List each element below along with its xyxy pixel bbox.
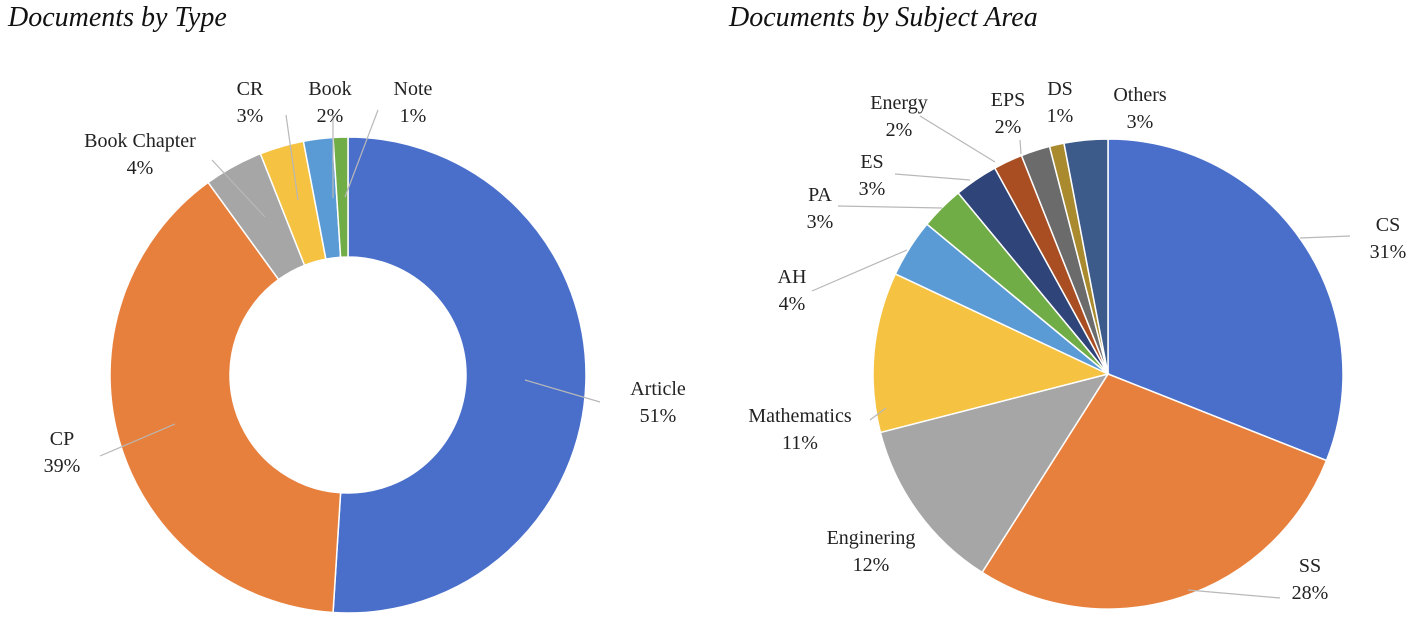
slice-label-book-chapter: Book Chapter [84, 130, 196, 152]
slice-value-energy: 2% [886, 119, 913, 141]
slice-label-cr: CR [237, 78, 264, 100]
leader-line-mathematics [869, 407, 887, 421]
slice-label-energy: Energy [870, 92, 927, 114]
slice-value-cr: 3% [237, 105, 264, 127]
slice-label-ah: AH [778, 266, 807, 288]
leader-line-cp [99, 423, 176, 457]
slice-label-ss: SS [1299, 555, 1321, 577]
leader-line-es [894, 173, 971, 181]
leader-line-cr [285, 114, 299, 201]
slice-ss [981, 373, 1328, 610]
leader-line-energy [919, 115, 996, 163]
slice-others [1063, 138, 1109, 375]
pie-chart-documents-by-subject-area: CS 31% SS 28% Enginering 12% Mathematics 11% AH 4… [748, 78, 1407, 610]
slice-value-book: 2% [317, 105, 344, 127]
slice-value-cs: 31% [1370, 241, 1407, 263]
slice-note [332, 136, 349, 259]
slice-label-pa: PA [808, 184, 832, 206]
slice-value-article: 51% [640, 405, 677, 427]
slice-value-book-chapter: 4% [127, 157, 154, 179]
leader-line-ah [811, 249, 908, 292]
chart-title-documents-by-subject-area: Documents by Subject Area [729, 2, 1038, 33]
slice-value-ds: 1% [1047, 105, 1074, 127]
slice-value-es: 3% [859, 178, 886, 200]
slice-cp [109, 181, 342, 614]
leader-line-note [344, 109, 379, 198]
slice-label-cp: CP [50, 428, 74, 450]
slice-cs [1107, 138, 1344, 462]
slice-label-ds: DS [1047, 78, 1073, 100]
slice-label-es: ES [860, 151, 883, 173]
donut-chart-documents-by-type: Article 51% CP 39% Book Chapter 4% CR 3% Book 2% N… [44, 78, 686, 614]
leader-line-pa [837, 205, 943, 209]
slice-article [332, 136, 587, 614]
slice-value-ss: 28% [1292, 582, 1329, 604]
leader-line-ss [1187, 589, 1281, 599]
leader-line-article [524, 379, 601, 403]
slice-label-article: Article [630, 378, 686, 400]
leader-line-cs [1299, 235, 1351, 239]
slice-label-others: Others [1113, 84, 1167, 106]
slice-value-mathematics: 11% [782, 432, 818, 454]
slice-value-note: 1% [400, 105, 427, 127]
slice-value-pa: 3% [807, 211, 834, 233]
leader-line-book-chapter [211, 159, 266, 218]
chart-title-documents-by-type: Documents by Type [8, 2, 227, 33]
slice-label-cs: CS [1376, 214, 1400, 236]
slice-label-mathematics: Mathematics [748, 405, 852, 427]
slice-enginering [879, 372, 1110, 574]
slice-value-cp: 39% [44, 455, 81, 477]
leader-line-eps [1019, 139, 1022, 155]
slice-mathematics [872, 272, 1111, 434]
slice-label-enginering: Enginering [827, 527, 916, 549]
slice-value-others: 3% [1127, 111, 1154, 133]
slice-value-enginering: 12% [853, 554, 890, 576]
slice-label-eps: EPS [991, 89, 1025, 111]
slice-value-ah: 4% [779, 293, 806, 315]
slice-value-eps: 2% [995, 116, 1022, 138]
slice-label-book: Book [308, 78, 351, 100]
slice-label-note: Note [394, 78, 433, 100]
